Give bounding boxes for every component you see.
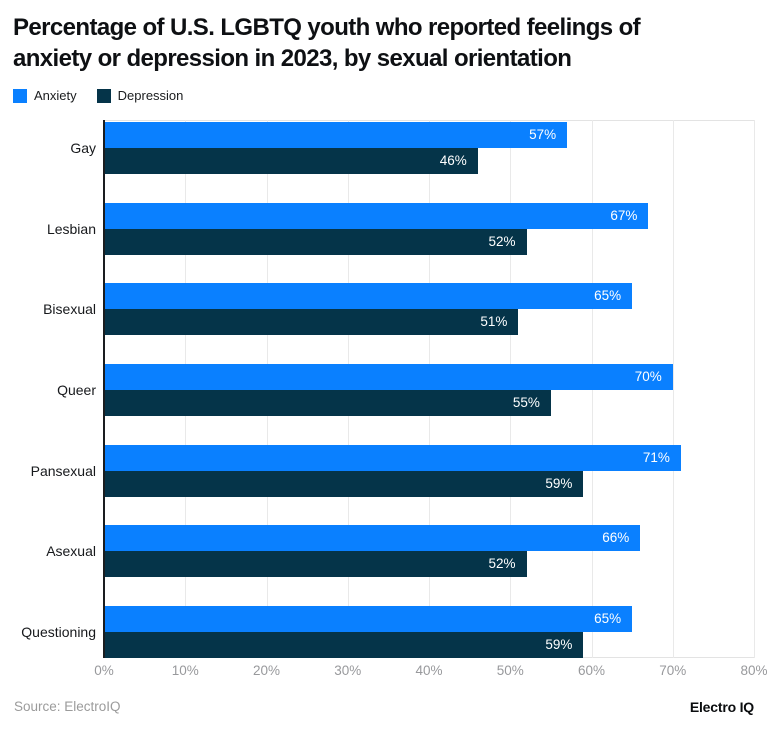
value-label: 59% bbox=[545, 475, 573, 491]
x-tick-label: 70% bbox=[659, 663, 687, 678]
anxiety-bar: 71% bbox=[104, 444, 681, 471]
depression-bar: 59% bbox=[104, 631, 584, 658]
x-tick-label: 60% bbox=[577, 663, 606, 678]
value-label: 59% bbox=[545, 636, 573, 652]
category-label: Bisexual bbox=[43, 301, 96, 318]
category-label: Gay bbox=[70, 140, 96, 156]
x-axis: 0% 10% 20% 30% 40% 50% 60% 70% 80% bbox=[94, 663, 767, 679]
category-label: Questioning bbox=[21, 623, 96, 640]
source-note: Source: ElectroIQ bbox=[14, 699, 121, 714]
bar-rows: Gay 57% 46% Lesbian 67% 52% Bisexual 65% 51% Quee… bbox=[21, 122, 754, 658]
anxiety-bar: 57% bbox=[104, 122, 568, 148]
page-title: Percentage of U.S. LGBTQ youth who repor… bbox=[13, 14, 641, 72]
value-label: 70% bbox=[634, 368, 662, 384]
category-row: Bisexual 65% 51% bbox=[43, 283, 754, 336]
legend-item-anxiety: Anxiety bbox=[13, 88, 77, 103]
x-tick-label: 40% bbox=[415, 663, 443, 678]
anxiety-bar: 66% bbox=[104, 525, 641, 552]
value-label: 52% bbox=[488, 233, 516, 249]
legend-label: Depression bbox=[117, 88, 184, 103]
legend-item-depression: Depression bbox=[96, 88, 184, 103]
x-tick-label: 30% bbox=[334, 663, 362, 678]
category-label: Queer bbox=[57, 381, 96, 398]
legend-swatch-icon bbox=[13, 88, 27, 103]
category-row: Asexual 66% 52% bbox=[46, 525, 754, 578]
category-label: Lesbian bbox=[46, 220, 96, 237]
depression-bar: 52% bbox=[104, 228, 527, 255]
category-label: Pansexual bbox=[30, 462, 96, 479]
value-label: 66% bbox=[602, 530, 630, 546]
depression-bar: 55% bbox=[104, 389, 551, 416]
gridline bbox=[754, 120, 755, 658]
chart-legend: Anxiety Depression bbox=[13, 88, 183, 103]
value-label: 55% bbox=[512, 394, 540, 410]
x-tick-label: 80% bbox=[740, 663, 768, 678]
category-row: Gay 57% 46% bbox=[70, 122, 754, 174]
anxiety-bar: 65% bbox=[104, 605, 633, 632]
x-tick-label: 0% bbox=[94, 663, 114, 678]
y-axis-line bbox=[103, 120, 105, 658]
depression-bar: 52% bbox=[104, 551, 527, 578]
legend-swatch-icon bbox=[96, 88, 111, 103]
value-label: 65% bbox=[594, 288, 622, 304]
anxiety-bar: 70% bbox=[104, 363, 673, 390]
plot-area: Gay 57% 46% Lesbian 67% 52% Bisexual 65% 51% Quee… bbox=[21, 120, 755, 658]
value-label: 52% bbox=[488, 556, 516, 572]
value-label: 67% bbox=[610, 207, 638, 223]
legend-label: Anxiety bbox=[34, 88, 77, 103]
x-tick-label: 50% bbox=[496, 663, 524, 678]
category-label: Asexual bbox=[46, 543, 96, 560]
depression-bar: 51% bbox=[104, 309, 519, 336]
category-row: Queer 70% 55% bbox=[57, 363, 754, 416]
depression-bar: 59% bbox=[104, 470, 584, 497]
brand-logo: Electro IQ bbox=[689, 699, 754, 715]
gridline bbox=[672, 120, 674, 658]
value-label: 51% bbox=[480, 314, 508, 330]
x-tick-label: 20% bbox=[252, 663, 281, 678]
value-label: 65% bbox=[594, 610, 622, 626]
category-row: Questioning 65% 59% bbox=[21, 605, 754, 658]
depression-bar: 46% bbox=[104, 148, 478, 174]
anxiety-bar: 65% bbox=[104, 283, 633, 310]
value-label: 46% bbox=[439, 153, 467, 168]
category-row: Lesbian 67% 52% bbox=[47, 202, 754, 255]
x-tick-label: 10% bbox=[171, 663, 199, 678]
category-row: Pansexual 71% 59% bbox=[31, 444, 754, 497]
value-label: 71% bbox=[642, 449, 670, 465]
value-label: 57% bbox=[529, 127, 557, 142]
anxiety-bar: 67% bbox=[104, 202, 649, 229]
